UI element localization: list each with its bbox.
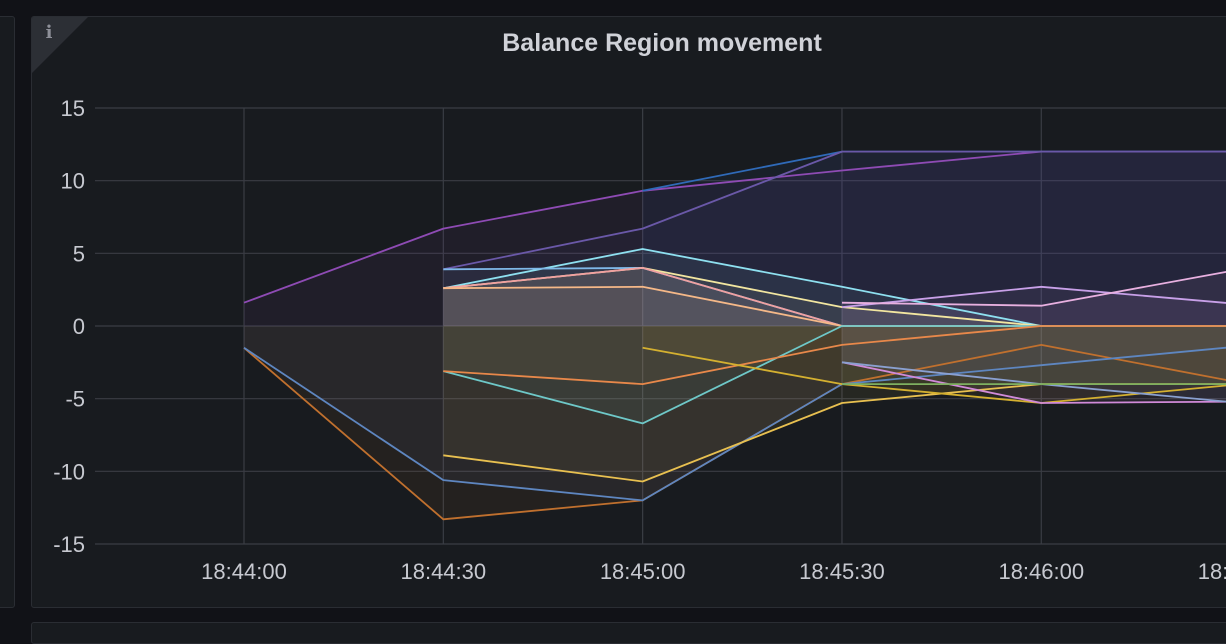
series-fill-s13: [443, 326, 1226, 424]
y-tick-label: 10: [61, 169, 85, 194]
info-corner: [32, 17, 88, 73]
y-tick-label: 0: [73, 314, 85, 339]
y-tick-label: -15: [53, 532, 85, 557]
series-fill-s10: [841, 271, 1226, 326]
series-line-s3: [443, 150, 1226, 271]
y-tick-label: -10: [53, 459, 85, 484]
series-fill-s12: [244, 326, 1226, 501]
y-tick-label: 15: [61, 96, 85, 121]
y-axis-labels: 15 10 5 0 -5 -10 -15: [53, 96, 85, 557]
chart-series: [243, 150, 1226, 521]
series-fill-s19: [841, 326, 1226, 385]
x-tick-label: 18:45:00: [600, 559, 686, 584]
series-line-s9: [841, 285, 1226, 308]
x-axis-labels: 18:44:00 18:44:30 18:45:00 18:45:30 18:46:00…: [201, 559, 1226, 584]
chart-fill-areas: [244, 151, 1226, 520]
series-fill-s1: [244, 151, 1226, 326]
series-line-s17: [841, 361, 1226, 404]
series-fill-s5: [443, 267, 1226, 326]
panel-title: Balance Region movement: [502, 29, 822, 57]
series-fill-s7: [443, 267, 1226, 326]
y-tick-label: 5: [73, 241, 85, 266]
series-fill-s18: [841, 326, 1226, 402]
x-tick-label: 18:46:00: [998, 559, 1084, 584]
series-fill-s8: [443, 286, 1226, 326]
series-fill-s6: [443, 267, 1226, 326]
adjacent-panel-left: [0, 16, 15, 608]
series-fill-s2: [642, 151, 1226, 326]
x-tick-label: 18:44:00: [201, 559, 287, 584]
series-line-s14: [443, 325, 1226, 386]
x-tick-label: 18:45:30: [799, 559, 885, 584]
series-fill-s15: [443, 326, 1226, 482]
y-tick-label: -5: [65, 387, 85, 412]
series-line-s10: [841, 271, 1226, 307]
info-icon[interactable]: i: [45, 22, 53, 43]
adjacent-panel-bottom: [31, 622, 1226, 644]
chart-panel: 15 10 5 0 -5 -10 -15 18:44:00 18:44:30 18:45:00 1…: [31, 16, 1226, 608]
x-tick-label: 18:44:30: [400, 559, 486, 584]
series-fill-s14: [443, 326, 1226, 385]
x-tick-label: 18:46:30: [1198, 559, 1226, 584]
series-fill-s3: [443, 151, 1226, 326]
